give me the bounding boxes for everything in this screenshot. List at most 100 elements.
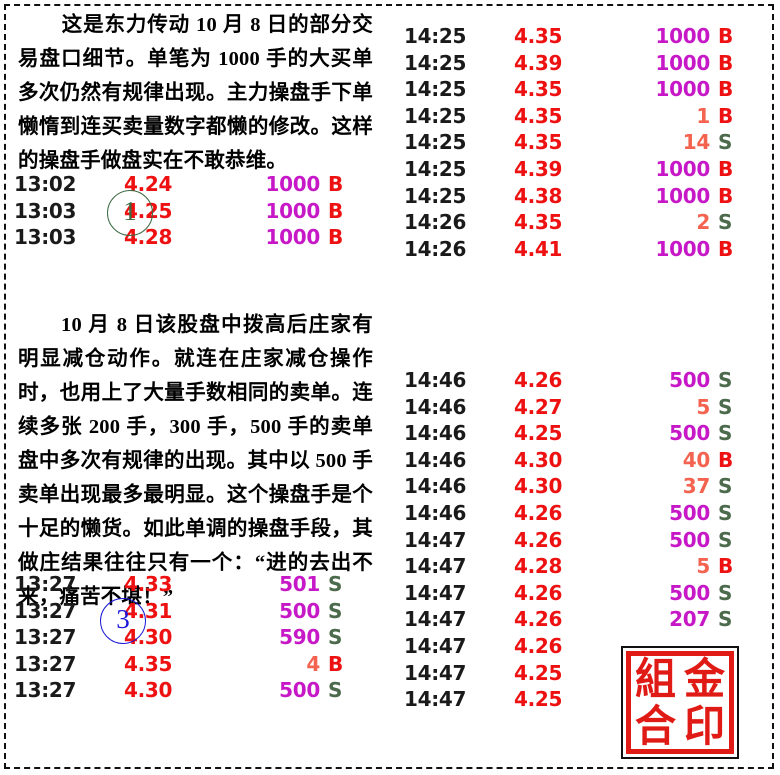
red-seal-stamp: 組 金 合 印: [621, 646, 739, 759]
trade-volume: 1000: [265, 198, 321, 223]
trade-row: 14:46 4.25 500 S: [404, 421, 766, 448]
trade-price: 4.35: [514, 24, 563, 48]
trade-side: B: [718, 103, 733, 128]
trade-time: 14:25: [404, 24, 467, 48]
trade-price: 4.26: [514, 527, 563, 552]
trade-time: 14:46: [404, 500, 467, 525]
trade-row: 14:47 4.26 207 S: [404, 607, 766, 634]
trade-side: B: [328, 225, 343, 250]
trade-side: S: [718, 130, 733, 155]
trade-row: 14:47 4.28 5 B: [404, 554, 766, 581]
trade-price: 4.30: [514, 447, 563, 472]
trade-side: S: [328, 598, 343, 623]
trade-side: S: [718, 210, 733, 235]
trade-volume: 1000: [655, 24, 711, 48]
trade-side: B: [328, 198, 343, 223]
trade-row: 13:27 4.30 590 S: [14, 625, 376, 652]
trade-row: 14:25 4.39 1000 B: [404, 157, 766, 184]
trade-row: 13:03 4.28 1000 B: [14, 225, 376, 252]
trade-tape-2: 14:25 4.35 1000 B 14:25 4.39 1000 B 14:25 4.35 100…: [404, 24, 766, 263]
trade-price: 4.41: [514, 236, 563, 261]
trade-volume: 1000: [655, 236, 711, 261]
trade-side: B: [718, 236, 733, 261]
trade-row: 14:26 4.35 2 S: [404, 210, 766, 237]
left-column: 这是东力传动 10 月 8 日的部分交易盘口细节。单笔为 1000 手的大买单多…: [14, 14, 376, 705]
trade-volume: 2: [696, 210, 710, 235]
trade-side: S: [328, 625, 343, 650]
trade-volume: 501: [279, 572, 320, 596]
trade-price: 4.26: [514, 368, 563, 392]
trade-volume: 207: [669, 607, 710, 632]
trade-time: 14:46: [404, 421, 467, 446]
trade-volume: 1000: [655, 50, 711, 75]
trade-side: B: [718, 50, 733, 75]
trade-time: 14:47: [404, 580, 467, 605]
trade-volume: 500: [669, 421, 710, 446]
seal-character-bottom-left: 合: [635, 699, 676, 751]
seal-character-top-right: 金: [684, 653, 725, 705]
trade-row: 14:25 4.35 1000 B: [404, 77, 766, 104]
trade-row: 14:47 4.26 500 S: [404, 528, 766, 555]
trade-price: 4.33: [124, 572, 173, 596]
trade-price: 4.38: [514, 183, 563, 208]
trade-volume: 14: [682, 130, 711, 155]
trade-time: 14:25: [404, 183, 467, 208]
trade-row: 14:25 4.39 1000 B: [404, 51, 766, 78]
trade-volume: 1000: [265, 172, 321, 196]
trade-tape-1: 13:02 4.24 1000 B 13:03 4.25 1000 B 13:03 4.28 100…: [14, 172, 376, 252]
trade-side: S: [718, 394, 733, 419]
trade-price: 4.35: [514, 77, 563, 102]
trade-time: 14:47: [404, 687, 467, 712]
trade-time: 14:47: [404, 554, 467, 579]
trade-row: 14:47 4.25: [404, 661, 766, 688]
trade-row: 14:46 4.30 40 B: [404, 448, 766, 475]
trade-side: B: [328, 172, 343, 196]
trade-row: 13:27 4.30 500 S: [14, 678, 376, 705]
trade-row: 14:25 4.35 1 B: [404, 104, 766, 131]
trade-time: 13:27: [14, 572, 77, 596]
right-column: 14:25 4.35 1000 B 14:25 4.39 1000 B 14:25 4.35 100…: [390, 0, 780, 775]
trade-time: 14:47: [404, 633, 467, 658]
trade-price: 4.25: [514, 660, 563, 685]
trade-side: S: [718, 607, 733, 632]
trade-time: 13:03: [14, 198, 77, 223]
trade-time: 14:46: [404, 474, 467, 499]
trade-price: 4.35: [514, 130, 563, 155]
trade-time: 14:26: [404, 236, 467, 261]
trade-row: 14:46 4.26 500 S: [404, 368, 766, 395]
annotation-marker-1: 1: [107, 190, 153, 236]
paragraph-second-text: 10 月 8 日该股盘中拨高后庄家有明显减仓动作。就连在庄家减仓操作时，也用上了…: [18, 314, 373, 608]
trade-volume: 500: [669, 580, 710, 605]
trade-volume: 500: [669, 500, 710, 525]
trade-volume: 1: [696, 103, 710, 128]
trade-price: 4.35: [514, 210, 563, 235]
trade-side: B: [718, 156, 733, 181]
trade-volume: 1000: [655, 156, 711, 181]
trade-row: 14:46 4.30 37 S: [404, 474, 766, 501]
trade-volume: 1000: [655, 183, 711, 208]
trade-price: 4.39: [514, 156, 563, 181]
trade-row: 13:27 4.33 501 S: [14, 572, 376, 599]
paragraph-second: 10 月 8 日该股盘中拨高后庄家有明显减仓动作。就连在庄家减仓操作时，也用上了…: [18, 308, 373, 614]
trade-time: 14:26: [404, 210, 467, 235]
trade-time: 13:27: [14, 625, 77, 650]
trade-side: S: [718, 527, 733, 552]
trade-time: 13:27: [14, 678, 77, 703]
trade-volume: 500: [669, 368, 710, 392]
trade-time: 14:46: [404, 447, 467, 472]
trade-row: 14:47 4.25: [404, 687, 766, 714]
trade-time: 13:03: [14, 225, 77, 250]
trade-price: 4.39: [514, 50, 563, 75]
trade-volume: 5: [696, 394, 710, 419]
trade-row: 13:02 4.24 1000 B: [14, 172, 376, 199]
trade-price: 4.30: [124, 678, 173, 703]
trade-price: 4.27: [514, 394, 563, 419]
annotation-marker-3: 3: [100, 598, 146, 644]
trade-price: 4.35: [124, 651, 173, 676]
trade-volume: 1000: [265, 225, 321, 250]
trade-price: 4.26: [514, 633, 563, 658]
trade-row: 14:25 4.38 1000 B: [404, 184, 766, 211]
trade-tape-3: 13:27 4.33 501 S 13:27 4.31 500 S 13:27 4.30 590 S 1…: [14, 572, 376, 705]
trade-price: 4.26: [514, 607, 563, 632]
trade-row: 13:27 4.35 4 B: [14, 652, 376, 679]
